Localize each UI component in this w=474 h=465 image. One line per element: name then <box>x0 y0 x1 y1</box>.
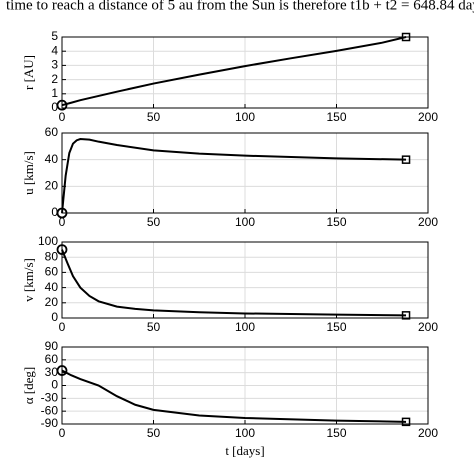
x-tick-label: 150 <box>326 426 346 440</box>
y-tick-label: 80 <box>45 249 59 263</box>
data-line <box>61 249 407 317</box>
x-tick-label: 0 <box>59 215 66 229</box>
data-line <box>61 36 407 107</box>
y-tick-label: 0 <box>51 205 58 219</box>
end-marker <box>401 155 411 164</box>
y-tick-label: 20 <box>45 179 59 193</box>
y-tick-label: -90 <box>41 416 59 430</box>
y-tick-label: 90 <box>45 339 59 353</box>
x-tick-label: 150 <box>326 215 346 229</box>
x-tick-label: 200 <box>418 215 438 229</box>
y-axis-label: v [km/s] <box>21 258 36 302</box>
y-axis-label: u [km/s] <box>21 151 36 195</box>
x-tick-label: 50 <box>147 426 161 440</box>
plot-frame <box>61 132 429 214</box>
x-tick-label: 200 <box>418 320 438 334</box>
plot-frame <box>61 241 429 319</box>
end-marker <box>401 311 411 320</box>
start-marker <box>56 365 68 376</box>
x-tick-label: 0 <box>59 320 66 334</box>
x-tick-label: 150 <box>326 110 346 124</box>
x-tick-label: 50 <box>147 215 161 229</box>
y-tick-label: 5 <box>51 29 58 43</box>
y-axis-label: r [AU] <box>21 55 36 90</box>
y-tick-label: 0 <box>51 378 58 392</box>
y-tick-label: 3 <box>51 58 58 72</box>
y-tick-label: 0 <box>51 100 58 114</box>
x-axis-label: t [days] <box>225 443 264 458</box>
x-tick-label: 50 <box>147 320 161 334</box>
end-marker <box>401 417 411 427</box>
y-tick-label: 60 <box>45 125 59 139</box>
x-tick-label: 200 <box>418 426 438 440</box>
y-tick-label: 40 <box>45 152 59 166</box>
y-tick-label: 60 <box>45 265 59 279</box>
y-tick-label: 2 <box>51 72 58 86</box>
y-tick-label: 20 <box>45 295 59 309</box>
x-tick-label: 100 <box>235 110 255 124</box>
data-line <box>61 369 407 423</box>
y-tick-label: 100 <box>38 234 58 248</box>
y-tick-label: 1 <box>51 86 58 100</box>
y-tick-label: 4 <box>51 43 58 57</box>
header-text: time to reach a distance of 5 au from th… <box>6 0 474 13</box>
x-tick-label: 0 <box>59 426 66 440</box>
end-marker <box>401 32 411 42</box>
x-tick-label: 50 <box>147 110 161 124</box>
y-tick-label: 40 <box>45 280 59 294</box>
x-tick-label: 200 <box>418 110 438 124</box>
start-marker <box>56 99 68 111</box>
y-tick-label: 60 <box>45 352 59 366</box>
data-line <box>61 137 407 214</box>
x-tick-label: 100 <box>235 320 255 334</box>
y-tick-label: 0 <box>51 310 58 324</box>
x-tick-label: 0 <box>59 110 66 124</box>
plot-frame <box>61 36 429 109</box>
plot-frame <box>61 346 429 425</box>
x-tick-label: 100 <box>235 426 255 440</box>
y-tick-label: 30 <box>45 365 59 379</box>
x-tick-label: 150 <box>326 320 346 334</box>
y-tick-label: -30 <box>41 391 59 405</box>
x-tick-label: 100 <box>235 215 255 229</box>
start-marker <box>56 207 68 219</box>
start-marker <box>56 244 68 256</box>
y-tick-label: -60 <box>41 403 59 417</box>
y-axis-label: α [deg] <box>21 367 36 405</box>
